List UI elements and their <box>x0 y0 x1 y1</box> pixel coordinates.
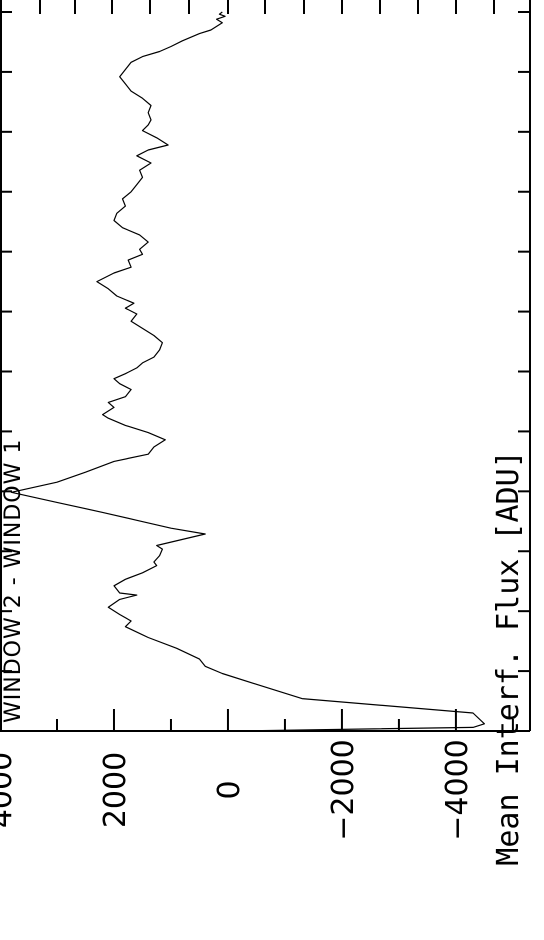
window-annotation: WINDOW 2 - WINDOW 1 <box>1 439 26 723</box>
series-group <box>10 11 485 732</box>
y-tick-label: −2000 <box>326 739 361 840</box>
series-line <box>10 11 485 732</box>
y-tick-label: 2000 <box>98 752 133 828</box>
y-tick-label: 4000 <box>0 752 19 828</box>
y-tick-labels: 4000 2000 0 −2000 −4000 <box>0 739 475 840</box>
y-axis-title: Mean Interf. Flux [ADU] <box>491 450 526 865</box>
y-tick-label: 0 <box>212 780 247 799</box>
y-tick-label: −4000 <box>440 739 475 840</box>
